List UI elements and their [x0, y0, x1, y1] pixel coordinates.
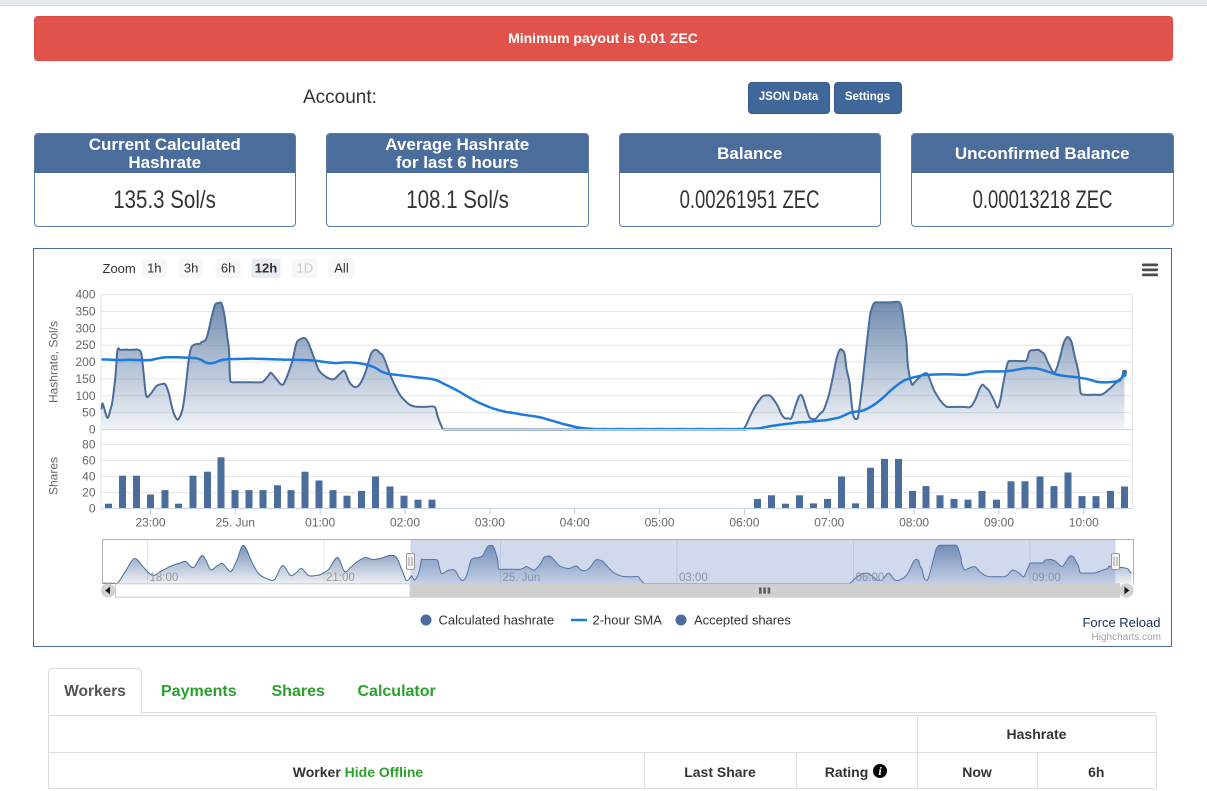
- svg-text:18:00: 18:00: [149, 572, 178, 584]
- svg-text:08:00: 08:00: [899, 516, 929, 530]
- svg-text:200: 200: [75, 355, 95, 369]
- svg-text:Highcharts.com: Highcharts.com: [1091, 632, 1160, 643]
- svg-text:09:00: 09:00: [1032, 572, 1061, 584]
- svg-text:100: 100: [75, 389, 95, 403]
- svg-text:03:00: 03:00: [474, 516, 504, 530]
- svg-text:400: 400: [75, 288, 95, 302]
- svg-text:20: 20: [82, 486, 96, 500]
- svg-text:3h: 3h: [183, 261, 197, 276]
- svg-text:04:00: 04:00: [559, 516, 589, 530]
- svg-text:2-hour SMA: 2-hour SMA: [592, 613, 662, 628]
- svg-text:6h: 6h: [220, 261, 234, 276]
- svg-text:10:00: 10:00: [1068, 516, 1098, 530]
- svg-text:Zoom: Zoom: [102, 261, 135, 276]
- svg-text:05:00: 05:00: [644, 516, 674, 530]
- svg-text:Hashrate, Sol/s: Hashrate, Sol/s: [46, 321, 60, 403]
- svg-text:1D: 1D: [296, 261, 313, 276]
- svg-text:12h: 12h: [254, 261, 276, 276]
- svg-text:23:00: 23:00: [135, 516, 165, 530]
- svg-text:03:00: 03:00: [679, 572, 708, 584]
- svg-text:02:00: 02:00: [389, 516, 419, 530]
- svg-text:25. Jun: 25. Jun: [215, 516, 254, 530]
- svg-text:0: 0: [88, 502, 95, 516]
- svg-text:0: 0: [88, 423, 95, 437]
- svg-text:06:00: 06:00: [855, 572, 884, 584]
- svg-text:Accepted shares: Accepted shares: [694, 613, 791, 628]
- svg-text:1h: 1h: [147, 261, 161, 276]
- svg-text:80: 80: [82, 438, 96, 452]
- svg-text:01:00: 01:00: [305, 516, 335, 530]
- svg-text:60: 60: [82, 454, 96, 468]
- svg-text:Calculated hashrate: Calculated hashrate: [438, 613, 554, 628]
- svg-text:Shares: Shares: [46, 457, 60, 495]
- svg-text:25. Jun: 25. Jun: [502, 572, 540, 584]
- svg-text:21:00: 21:00: [326, 572, 355, 584]
- svg-text:350: 350: [75, 305, 95, 319]
- svg-text:250: 250: [75, 338, 95, 352]
- svg-text:300: 300: [75, 321, 95, 335]
- svg-text:06:00: 06:00: [729, 516, 759, 530]
- svg-text:07:00: 07:00: [814, 516, 844, 530]
- svg-text:09:00: 09:00: [983, 516, 1013, 530]
- svg-text:150: 150: [75, 372, 95, 386]
- svg-text:All: All: [334, 261, 349, 276]
- svg-text:50: 50: [82, 406, 96, 420]
- svg-text:40: 40: [82, 470, 96, 484]
- svg-text:Force Reload: Force Reload: [1082, 615, 1160, 630]
